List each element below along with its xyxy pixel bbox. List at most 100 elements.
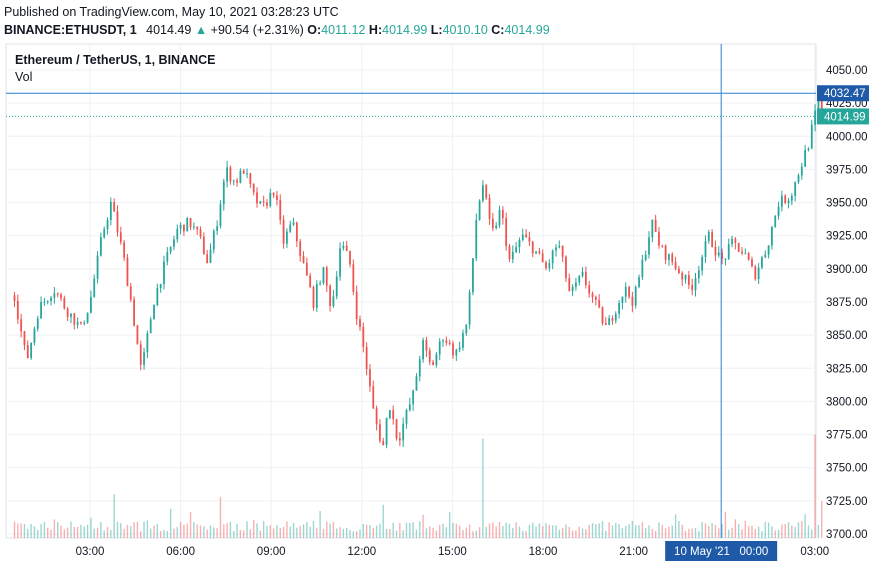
candle-body bbox=[212, 230, 215, 250]
volume-bar bbox=[698, 531, 700, 538]
volume-bar bbox=[442, 523, 444, 538]
candle-body bbox=[202, 236, 205, 255]
volume-bar bbox=[312, 521, 315, 538]
candle-body bbox=[123, 242, 126, 258]
volume-bar bbox=[302, 524, 305, 538]
volume-bar bbox=[568, 527, 570, 538]
volume-bar bbox=[269, 524, 271, 538]
high-key: H: bbox=[368, 23, 383, 37]
candle-body bbox=[249, 173, 252, 185]
volume-bar bbox=[794, 527, 796, 538]
candle-body bbox=[13, 295, 16, 301]
candle-body bbox=[780, 195, 783, 207]
volume-bar bbox=[326, 521, 328, 538]
volume-bar bbox=[286, 521, 288, 538]
candle-body bbox=[53, 293, 56, 298]
candle-body bbox=[206, 254, 209, 263]
volume-bar bbox=[100, 522, 102, 538]
volume-bar bbox=[106, 527, 109, 538]
candle-body bbox=[402, 423, 405, 441]
volume-bar bbox=[774, 530, 776, 538]
candle-body bbox=[276, 195, 278, 201]
volume-bar bbox=[741, 529, 743, 538]
volume-bar bbox=[478, 527, 481, 538]
volume-bar bbox=[644, 528, 647, 538]
candle-body bbox=[455, 349, 458, 356]
time-tick-label: 03:00 bbox=[800, 546, 829, 558]
candle-body bbox=[149, 319, 152, 334]
volume-bar bbox=[219, 496, 222, 538]
volume-bar bbox=[631, 520, 634, 538]
candle-body bbox=[641, 259, 644, 278]
candle-body bbox=[322, 267, 325, 284]
volume-bar bbox=[20, 523, 22, 538]
volume-bar bbox=[206, 529, 208, 538]
volume-bar bbox=[538, 523, 541, 538]
volume-bar bbox=[581, 528, 584, 538]
candle-body bbox=[362, 327, 365, 347]
volume-bar bbox=[731, 527, 733, 538]
candle-body bbox=[66, 308, 69, 317]
volume-bar bbox=[346, 527, 348, 538]
volume-bar bbox=[130, 526, 132, 538]
volume-bar bbox=[445, 527, 448, 538]
candle-body bbox=[96, 255, 99, 279]
volume-bar bbox=[199, 525, 202, 538]
volume-bar bbox=[322, 528, 325, 538]
candle-body bbox=[658, 231, 660, 246]
volume-bar bbox=[502, 526, 504, 538]
time-tick-label: 06:00 bbox=[166, 546, 195, 558]
volume-bar bbox=[488, 523, 491, 538]
volume-bar bbox=[744, 520, 747, 538]
volume-bar bbox=[664, 528, 667, 538]
candle-body bbox=[664, 245, 667, 261]
time-tick-label: 09:00 bbox=[257, 546, 286, 558]
volume-bar bbox=[259, 530, 262, 538]
volume-bar bbox=[359, 529, 361, 538]
candle-body bbox=[472, 258, 474, 293]
volume-bar bbox=[791, 525, 793, 538]
time-tick-label: 12:00 bbox=[347, 546, 376, 558]
volume-bar bbox=[737, 524, 740, 538]
volume-bar bbox=[694, 528, 697, 538]
volume-bar bbox=[628, 524, 630, 538]
candle-body bbox=[787, 200, 790, 203]
volume-bar bbox=[86, 524, 89, 538]
price-axis[interactable]: 4050.004025.004000.003975.003950.003925.… bbox=[817, 65, 869, 541]
candle-body bbox=[774, 216, 777, 227]
low-value: 4010.10 bbox=[442, 23, 488, 37]
candle-body bbox=[465, 324, 468, 334]
candle-body bbox=[501, 209, 504, 219]
volume-bar bbox=[541, 526, 544, 538]
candle-body bbox=[289, 224, 292, 232]
volume-bar bbox=[472, 531, 474, 538]
volume-bar bbox=[761, 531, 763, 538]
volume-label: Vol bbox=[15, 70, 33, 84]
candle-body bbox=[551, 250, 554, 264]
candle-body bbox=[724, 258, 727, 260]
volume-bar bbox=[412, 522, 414, 538]
candle-body bbox=[33, 328, 36, 343]
candle-body bbox=[654, 219, 657, 232]
candle-body bbox=[721, 252, 723, 259]
volume-bar bbox=[781, 524, 783, 538]
volume-bar bbox=[784, 523, 786, 538]
volume-bar bbox=[56, 522, 59, 538]
volume-bar bbox=[681, 524, 683, 538]
volume-bar bbox=[47, 527, 49, 538]
volume-bar bbox=[292, 522, 295, 538]
price-tick-label: 3925.00 bbox=[826, 231, 868, 243]
candle-body bbox=[611, 318, 614, 321]
volume-bar bbox=[279, 528, 281, 538]
volume-bar bbox=[166, 530, 169, 538]
candle-body bbox=[36, 318, 39, 329]
volume-bar bbox=[53, 519, 56, 538]
volume-bar bbox=[452, 522, 454, 538]
candle-body bbox=[442, 340, 444, 342]
volume-bar bbox=[801, 521, 803, 538]
time-axis[interactable]: 03:00 06:00 09:00 12:00 15:00 18:00 21:00 03:00… bbox=[76, 541, 830, 561]
volume-bar bbox=[439, 524, 441, 538]
candle-body bbox=[521, 234, 524, 240]
candle-body bbox=[305, 262, 308, 276]
